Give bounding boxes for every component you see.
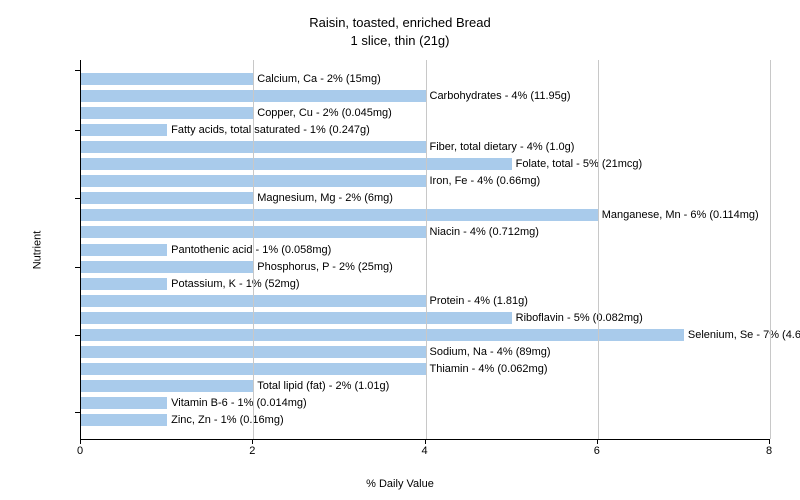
bar-label: Iron, Fe - 4% (0.66mg) — [426, 174, 541, 188]
bar — [81, 278, 167, 290]
bar-label: Folate, total - 5% (21mcg) — [512, 157, 643, 171]
xtick-label: 0 — [77, 445, 83, 457]
bar — [81, 312, 512, 324]
bar-label: Calcium, Ca - 2% (15mg) — [253, 72, 380, 86]
bar-label: Phosphorus, P - 2% (25mg) — [253, 260, 393, 274]
bar — [81, 244, 167, 256]
bar — [81, 380, 253, 392]
x-axis-label: % Daily Value — [0, 478, 800, 490]
bar-label: Total lipid (fat) - 2% (1.01g) — [253, 379, 389, 393]
xtick-label: 2 — [249, 445, 255, 457]
bar-label: Thiamin - 4% (0.062mg) — [426, 362, 548, 376]
bar-label: Potassium, K - 1% (52mg) — [167, 277, 299, 291]
plot-area: Calcium, Ca - 2% (15mg) Carbohydrates - 4… — [80, 60, 770, 440]
xtick-label: 8 — [766, 445, 772, 457]
bar — [81, 209, 598, 221]
bar — [81, 107, 253, 119]
bar-label: Carbohydrates - 4% (11.95g) — [426, 89, 571, 103]
bar-label: Riboflavin - 5% (0.082mg) — [512, 311, 643, 325]
bar-label: Niacin - 4% (0.712mg) — [426, 225, 539, 239]
bar — [81, 73, 253, 85]
xtick-mark — [597, 439, 598, 444]
bar-label: Fatty acids, total saturated - 1% (0.247… — [167, 123, 370, 137]
bar-label: Pantothenic acid - 1% (0.058mg) — [167, 243, 331, 257]
bar-label: Fiber, total dietary - 4% (1.0g) — [426, 140, 575, 154]
bar — [81, 397, 167, 409]
chart-title-line1: Raisin, toasted, enriched Bread — [309, 15, 490, 30]
bar-label: Copper, Cu - 2% (0.045mg) — [253, 106, 392, 120]
chart-title-line2: 1 slice, thin (21g) — [351, 33, 450, 48]
xtick-mark — [769, 439, 770, 444]
bar — [81, 124, 167, 136]
bar — [81, 192, 253, 204]
nutrient-chart: Raisin, toasted, enriched Bread 1 slice,… — [0, 0, 800, 500]
gridline — [253, 60, 254, 439]
gridline — [598, 60, 599, 439]
ytick — [75, 335, 81, 336]
bar — [81, 261, 253, 273]
xtick-mark — [80, 439, 81, 444]
ytick — [75, 198, 81, 199]
bar-label: Magnesium, Mg - 2% (6mg) — [253, 191, 393, 205]
y-axis-label: Nutrient — [31, 231, 43, 270]
ytick — [75, 267, 81, 268]
xtick-label: 6 — [594, 445, 600, 457]
chart-title: Raisin, toasted, enriched Bread 1 slice,… — [0, 14, 800, 49]
xtick-mark — [425, 439, 426, 444]
ytick — [75, 130, 81, 131]
bar-label: Zinc, Zn - 1% (0.16mg) — [167, 413, 283, 427]
gridline — [770, 60, 771, 439]
bar — [81, 158, 512, 170]
bar-label: Manganese, Mn - 6% (0.114mg) — [598, 208, 759, 222]
bar — [81, 329, 684, 341]
bar-label: Selenium, Se - 7% (4.6mcg) — [684, 328, 800, 342]
bar-label: Protein - 4% (1.81g) — [426, 294, 528, 308]
bar-label: Vitamin B-6 - 1% (0.014mg) — [167, 396, 307, 410]
ytick — [75, 412, 81, 413]
bar-label: Sodium, Na - 4% (89mg) — [426, 345, 551, 359]
xtick-mark — [252, 439, 253, 444]
xtick-label: 4 — [421, 445, 427, 457]
gridline — [426, 60, 427, 439]
ytick — [75, 70, 81, 71]
bar — [81, 414, 167, 426]
